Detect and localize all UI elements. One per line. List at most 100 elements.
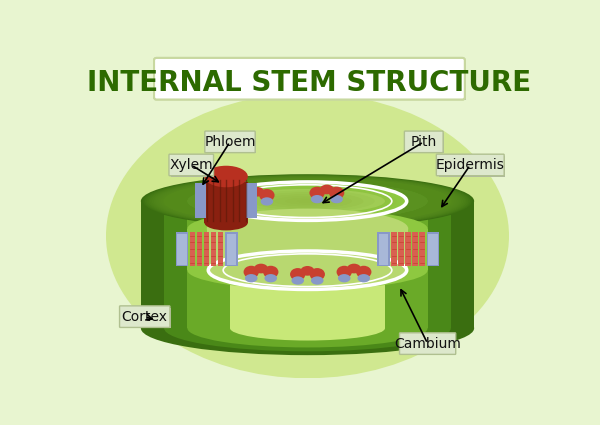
Ellipse shape — [244, 266, 259, 278]
Ellipse shape — [274, 196, 341, 207]
Ellipse shape — [311, 195, 323, 203]
Polygon shape — [187, 229, 428, 270]
FancyBboxPatch shape — [436, 154, 504, 176]
Ellipse shape — [290, 268, 305, 280]
Ellipse shape — [187, 309, 428, 348]
Ellipse shape — [205, 166, 248, 187]
Text: Phloem: Phloem — [204, 135, 256, 149]
Ellipse shape — [259, 189, 275, 201]
Ellipse shape — [285, 198, 330, 205]
Ellipse shape — [230, 189, 385, 213]
Text: Epidermis: Epidermis — [436, 158, 505, 172]
Ellipse shape — [301, 266, 314, 276]
Ellipse shape — [207, 209, 408, 249]
Ellipse shape — [218, 187, 397, 215]
FancyBboxPatch shape — [154, 58, 465, 99]
FancyBboxPatch shape — [122, 308, 171, 328]
Ellipse shape — [241, 197, 254, 206]
Ellipse shape — [320, 184, 334, 194]
Ellipse shape — [152, 176, 463, 226]
Ellipse shape — [145, 175, 470, 227]
Polygon shape — [377, 232, 389, 266]
Polygon shape — [176, 232, 188, 266]
Ellipse shape — [106, 94, 509, 378]
FancyBboxPatch shape — [119, 306, 170, 327]
Ellipse shape — [187, 182, 428, 221]
Ellipse shape — [263, 194, 352, 208]
Polygon shape — [226, 232, 238, 266]
Ellipse shape — [254, 264, 268, 273]
Text: Cambium: Cambium — [394, 337, 461, 351]
Polygon shape — [207, 229, 408, 270]
Ellipse shape — [164, 305, 451, 351]
FancyBboxPatch shape — [407, 133, 444, 153]
Polygon shape — [398, 232, 404, 266]
Ellipse shape — [187, 251, 428, 289]
Ellipse shape — [157, 177, 458, 225]
Polygon shape — [195, 183, 206, 218]
Ellipse shape — [250, 187, 264, 197]
Ellipse shape — [155, 177, 460, 226]
Polygon shape — [427, 232, 439, 266]
Ellipse shape — [260, 197, 273, 206]
Ellipse shape — [154, 176, 461, 226]
Text: Cortex: Cortex — [122, 310, 168, 324]
Ellipse shape — [292, 276, 304, 285]
FancyBboxPatch shape — [402, 335, 457, 355]
Ellipse shape — [229, 189, 386, 214]
FancyBboxPatch shape — [171, 156, 214, 176]
Text: Pith: Pith — [410, 135, 437, 149]
Ellipse shape — [163, 178, 452, 224]
Ellipse shape — [251, 192, 364, 210]
Ellipse shape — [161, 178, 454, 225]
Ellipse shape — [358, 274, 370, 282]
Ellipse shape — [311, 276, 323, 285]
FancyBboxPatch shape — [205, 131, 255, 153]
Ellipse shape — [331, 195, 343, 203]
Ellipse shape — [143, 175, 472, 228]
Ellipse shape — [310, 268, 325, 280]
Ellipse shape — [141, 301, 474, 355]
Ellipse shape — [207, 250, 408, 290]
Text: INTERNAL STEM STRUCTURE: INTERNAL STEM STRUCTURE — [87, 69, 531, 97]
Polygon shape — [227, 234, 236, 265]
Polygon shape — [230, 201, 385, 328]
Ellipse shape — [296, 199, 319, 203]
Polygon shape — [141, 201, 474, 328]
Polygon shape — [405, 232, 410, 266]
Ellipse shape — [205, 215, 248, 230]
Ellipse shape — [150, 176, 465, 227]
Ellipse shape — [356, 266, 371, 278]
Polygon shape — [187, 201, 428, 328]
Polygon shape — [203, 232, 209, 266]
Polygon shape — [164, 201, 451, 328]
Ellipse shape — [329, 187, 344, 199]
Ellipse shape — [338, 274, 350, 282]
FancyBboxPatch shape — [207, 133, 256, 153]
Polygon shape — [205, 182, 248, 223]
Polygon shape — [412, 232, 418, 266]
Ellipse shape — [265, 274, 277, 282]
Ellipse shape — [241, 190, 374, 212]
FancyBboxPatch shape — [169, 154, 214, 176]
FancyBboxPatch shape — [400, 333, 456, 354]
Polygon shape — [419, 232, 425, 266]
Polygon shape — [197, 232, 202, 266]
Ellipse shape — [159, 177, 456, 225]
Ellipse shape — [207, 181, 408, 221]
Polygon shape — [178, 234, 187, 265]
FancyBboxPatch shape — [160, 63, 466, 100]
Ellipse shape — [148, 176, 467, 227]
FancyBboxPatch shape — [439, 156, 505, 176]
Ellipse shape — [187, 210, 428, 248]
Ellipse shape — [310, 187, 325, 199]
Ellipse shape — [141, 174, 474, 228]
Polygon shape — [218, 232, 223, 266]
Ellipse shape — [164, 178, 451, 224]
FancyBboxPatch shape — [154, 58, 465, 99]
Polygon shape — [379, 234, 388, 265]
Ellipse shape — [239, 189, 255, 201]
FancyBboxPatch shape — [404, 131, 443, 153]
Polygon shape — [190, 232, 195, 266]
Polygon shape — [391, 232, 397, 266]
